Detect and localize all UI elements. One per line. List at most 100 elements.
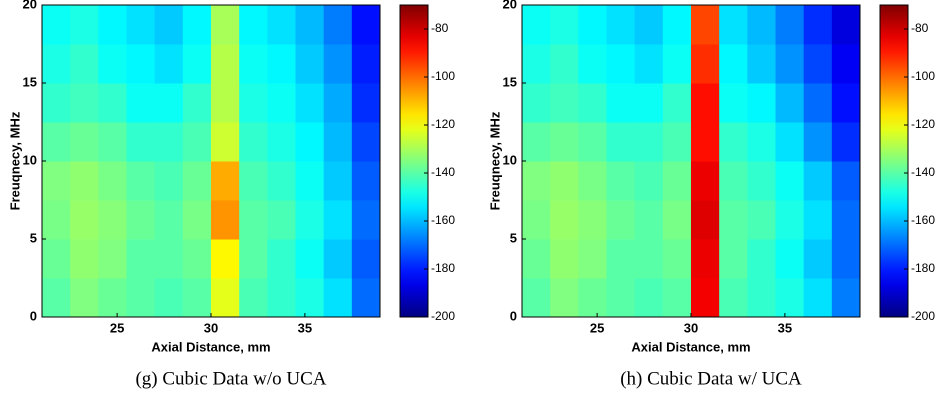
heat-cell bbox=[239, 83, 268, 123]
heat-cell bbox=[182, 161, 212, 201]
heat-cell bbox=[719, 200, 748, 240]
heat-cell bbox=[70, 5, 99, 45]
heat-cell bbox=[606, 200, 636, 240]
heat-cell bbox=[239, 122, 268, 162]
heat-cell bbox=[267, 239, 296, 279]
heat-cell bbox=[662, 161, 692, 201]
heat-cell bbox=[295, 200, 325, 240]
heat-cell bbox=[831, 44, 861, 84]
heat-cell bbox=[211, 278, 240, 318]
heat-cell bbox=[267, 161, 296, 201]
colorbar-tick-label: -160 bbox=[431, 213, 455, 227]
heat-cell bbox=[323, 122, 353, 162]
y-axis-label: Freuqnecy, MHz bbox=[487, 111, 502, 210]
y-tick-label: 10 bbox=[23, 152, 37, 167]
colorbar-tick-label: -120 bbox=[911, 117, 935, 131]
heat-cell bbox=[239, 239, 268, 279]
heat-cell bbox=[803, 83, 833, 123]
heat-cell bbox=[126, 278, 156, 318]
heat-cell bbox=[522, 200, 551, 240]
colorbar-tick-label: -100 bbox=[911, 69, 935, 83]
heat-cell bbox=[98, 122, 127, 162]
heat-cell bbox=[351, 5, 381, 45]
colorbar-tick-label: -200 bbox=[911, 309, 935, 323]
heat-cell bbox=[70, 278, 99, 318]
heat-cell bbox=[662, 122, 692, 162]
heat-cell bbox=[747, 200, 776, 240]
heat-cell bbox=[634, 278, 664, 318]
y-tick-label: 15 bbox=[23, 74, 37, 89]
heat-cell bbox=[351, 44, 381, 84]
heat-cell bbox=[98, 161, 127, 201]
heat-cell bbox=[634, 239, 664, 279]
heat-cell bbox=[126, 5, 156, 45]
heat-cell bbox=[42, 239, 71, 279]
heat-cell bbox=[323, 278, 353, 318]
heat-cell bbox=[211, 5, 240, 45]
heat-cell bbox=[70, 239, 99, 279]
heat-cell bbox=[182, 122, 212, 162]
heat-cell bbox=[606, 83, 636, 123]
heat-cell bbox=[691, 5, 720, 45]
y-tick-label: 20 bbox=[503, 0, 517, 11]
x-tick-label: 30 bbox=[204, 320, 218, 335]
heat-cell bbox=[70, 161, 99, 201]
heat-cell bbox=[719, 5, 748, 45]
heat-cell bbox=[578, 239, 607, 279]
x-axis-label: Axial Distance, mm bbox=[631, 339, 750, 354]
heat-cell bbox=[323, 239, 353, 279]
heat-cell bbox=[719, 83, 748, 123]
heat-cell bbox=[578, 161, 607, 201]
heat-cell bbox=[662, 83, 692, 123]
heat-cell bbox=[126, 83, 156, 123]
x-tick-label: 25 bbox=[110, 320, 124, 335]
heat-cell bbox=[267, 122, 296, 162]
heat-cell bbox=[154, 83, 184, 123]
heat-cell bbox=[747, 122, 776, 162]
heat-cell bbox=[606, 5, 636, 45]
heat-cell bbox=[42, 83, 71, 123]
colorbar-tick-label: -140 bbox=[431, 165, 455, 179]
caption: (h) Cubic Data w/ UCA bbox=[620, 368, 802, 389]
heat-cell bbox=[578, 44, 607, 84]
heat-cell bbox=[323, 83, 353, 123]
heat-cell bbox=[182, 239, 212, 279]
heat-cell bbox=[126, 239, 156, 279]
y-tick-label: 20 bbox=[23, 0, 37, 11]
heat-cell bbox=[550, 278, 579, 318]
heat-cell bbox=[267, 83, 296, 123]
heat-cell bbox=[775, 122, 805, 162]
heat-cell bbox=[70, 200, 99, 240]
heat-cell bbox=[182, 5, 212, 45]
heat-cell bbox=[747, 44, 776, 84]
heat-cell bbox=[239, 278, 268, 318]
heat-cell bbox=[295, 239, 325, 279]
heat-cell bbox=[239, 5, 268, 45]
heat-cell bbox=[719, 44, 748, 84]
colorbar-tick-label: -200 bbox=[431, 309, 455, 323]
heat-cell bbox=[70, 44, 99, 84]
heat-cell bbox=[803, 200, 833, 240]
heat-cell bbox=[747, 5, 776, 45]
heat-cell bbox=[606, 44, 636, 84]
heat-cell bbox=[578, 200, 607, 240]
heat-cell bbox=[691, 122, 720, 162]
heat-cell bbox=[211, 122, 240, 162]
heat-cell bbox=[803, 161, 833, 201]
colorbar-tick-label: -80 bbox=[431, 21, 449, 35]
heat-cell bbox=[70, 83, 99, 123]
heat-cell bbox=[211, 200, 240, 240]
heat-cell bbox=[154, 200, 184, 240]
heat-cell bbox=[775, 5, 805, 45]
heat-cell bbox=[351, 239, 381, 279]
heat-cell bbox=[126, 200, 156, 240]
heat-cell bbox=[775, 161, 805, 201]
heat-cell bbox=[719, 161, 748, 201]
heat-cell bbox=[42, 161, 71, 201]
heat-cell bbox=[182, 44, 212, 84]
heat-cell bbox=[522, 122, 551, 162]
colorbar-tick-label: -180 bbox=[911, 261, 935, 275]
heat-cell bbox=[351, 122, 381, 162]
heat-cell bbox=[634, 44, 664, 84]
colorbar bbox=[879, 4, 909, 318]
